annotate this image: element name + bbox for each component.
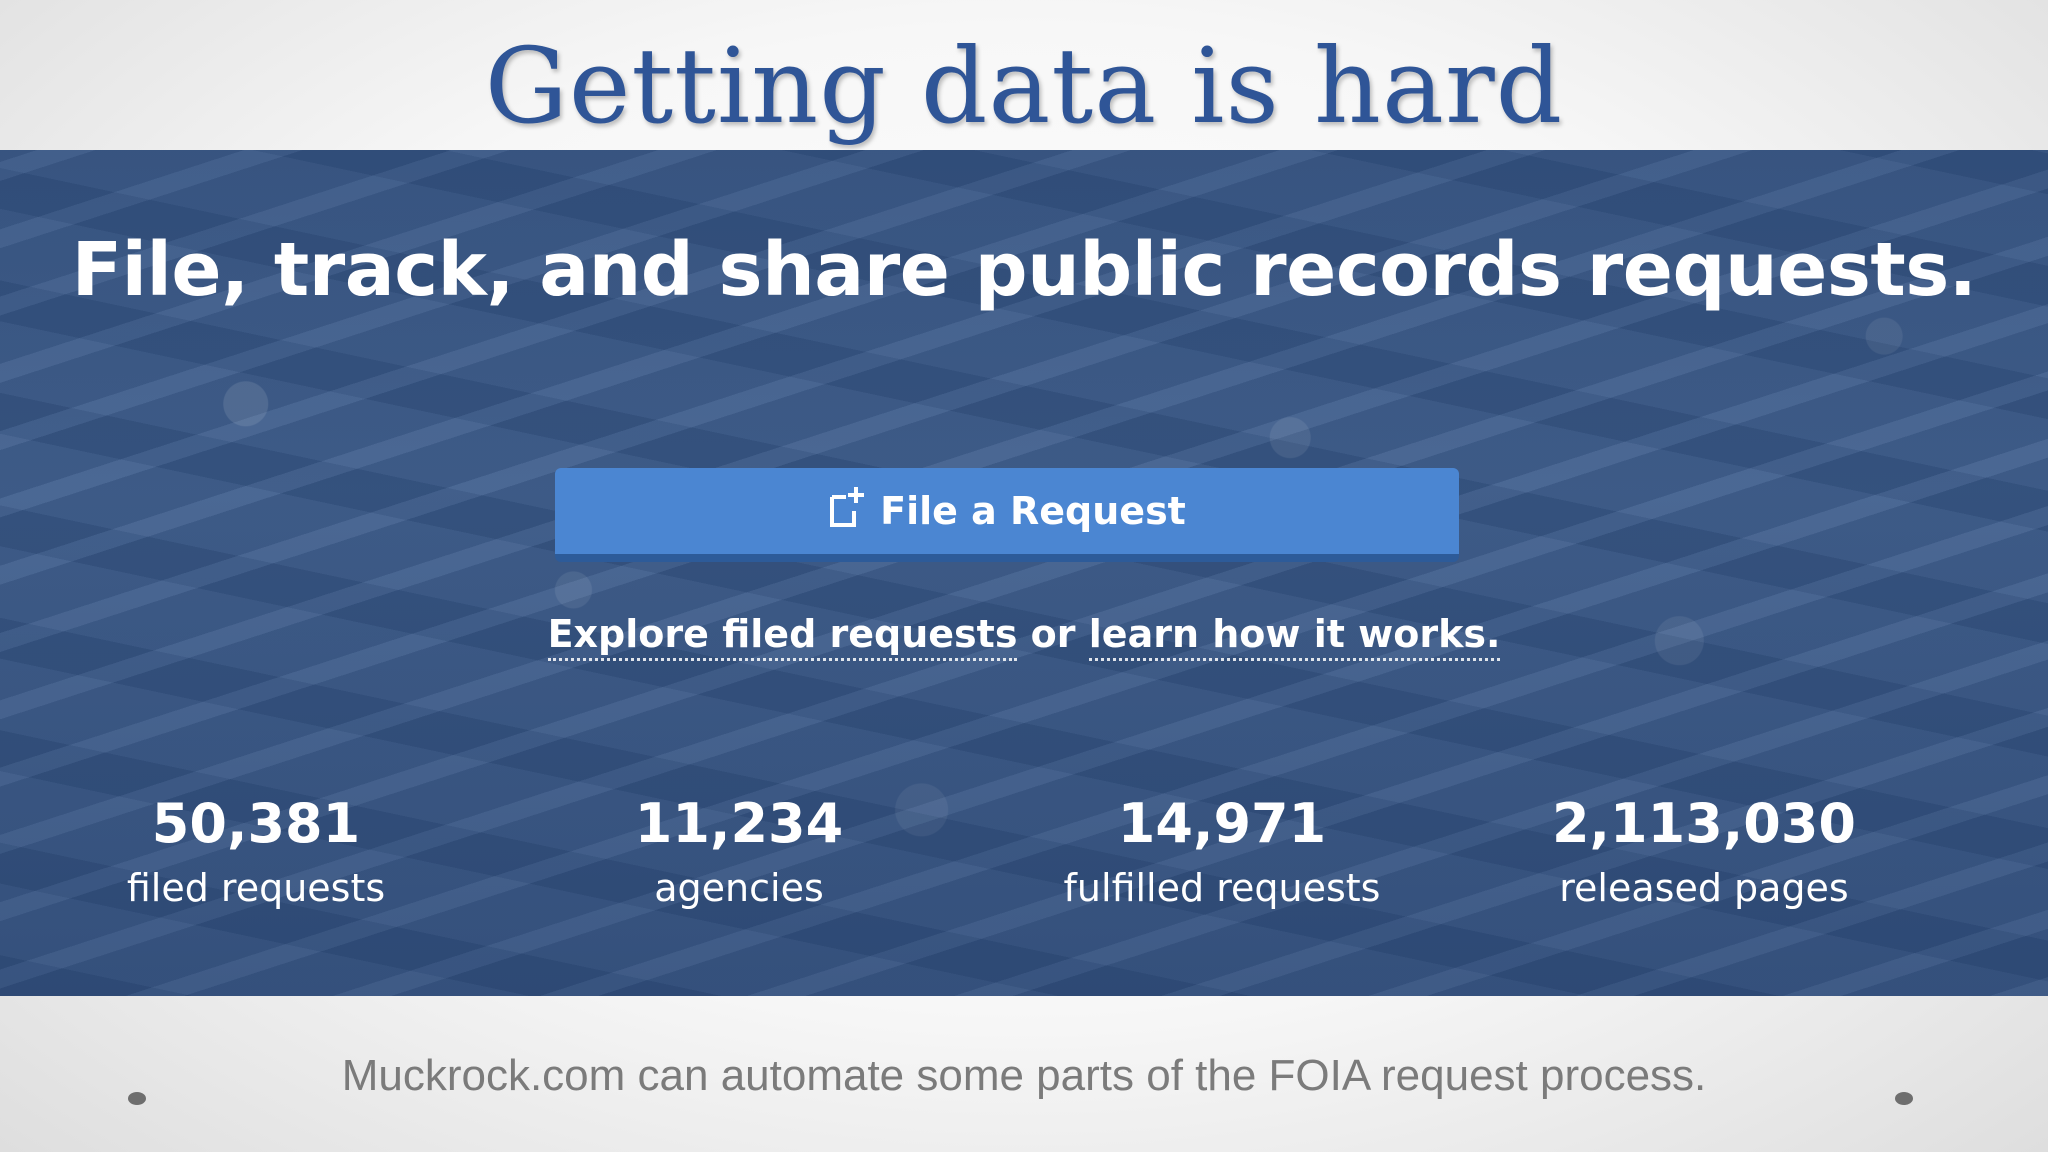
- stat-agencies: 11,234 agencies: [529, 790, 949, 918]
- learn-how-link[interactable]: learn how it works.: [1088, 612, 1501, 661]
- stat-label: agencies: [654, 866, 824, 910]
- stat-label: fulfilled requests: [1063, 866, 1381, 910]
- hero-heading: File, track, and share public records re…: [71, 227, 1977, 313]
- slide-title: Getting data is hard: [484, 25, 1564, 147]
- stat-value: 2,113,030: [1551, 792, 1857, 855]
- stats-row: 50,381 filed requests 11,234 agencies 14…: [0, 790, 2048, 950]
- stat-released-pages: 2,113,030 released pages: [1494, 790, 1914, 918]
- stat-fulfilled-requests: 14,971 fulfilled requests: [1012, 790, 1432, 918]
- stat-value: 50,381: [151, 792, 361, 855]
- explore-requests-link[interactable]: Explore filed requests: [547, 612, 1018, 661]
- stat-label: released pages: [1559, 866, 1849, 910]
- stat-value: 11,234: [634, 792, 844, 855]
- file-request-label: File a Request: [880, 489, 1186, 533]
- right-decorative-dot: [1895, 1092, 1913, 1105]
- or-text: or: [1017, 612, 1089, 656]
- left-decorative-dot: [128, 1092, 146, 1105]
- file-request-button[interactable]: File a Request: [555, 468, 1459, 562]
- stat-value: 14,971: [1117, 792, 1327, 855]
- new-document-icon: [828, 485, 866, 538]
- stat-label: filed requests: [126, 866, 386, 910]
- slide-caption: Muckrock.com can automate some parts of …: [341, 1051, 1707, 1100]
- explore-line: Explore filed requests or learn how it w…: [0, 608, 2048, 661]
- stat-filed-requests: 50,381 filed requests: [46, 790, 466, 918]
- muckrock-hero-screenshot: File, track, and share public records re…: [0, 150, 2048, 996]
